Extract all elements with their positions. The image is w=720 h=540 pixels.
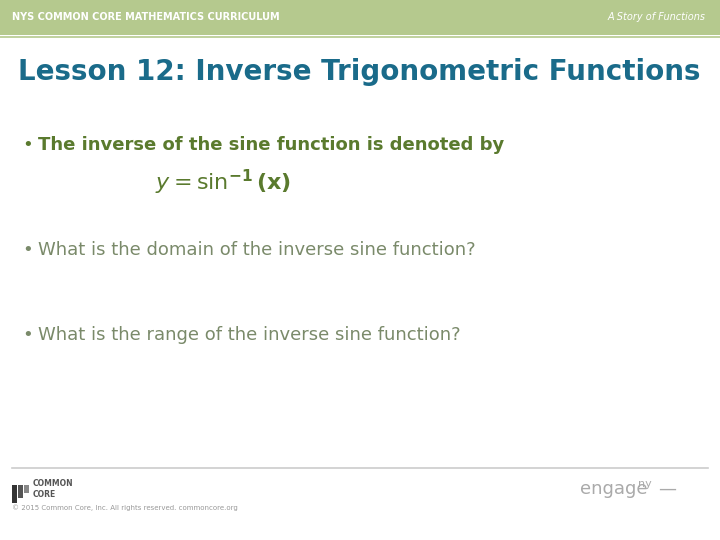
Text: •: • [22, 136, 32, 154]
Text: •: • [22, 241, 32, 259]
Text: A Story of Functions: A Story of Functions [608, 12, 706, 23]
Bar [18, 485, 23, 498]
Text: NYS COMMON CORE MATHEMATICS CURRICULUM: NYS COMMON CORE MATHEMATICS CURRICULUM [12, 12, 279, 23]
Text: © 2015 Common Core, Inc. All rights reserved. commoncore.org: © 2015 Common Core, Inc. All rights rese… [12, 505, 238, 511]
Text: engage: engage [580, 480, 647, 498]
Text: What is the domain of the inverse sine function?: What is the domain of the inverse sine f… [38, 241, 476, 259]
Bar [12, 485, 17, 503]
Text: The inverse of the sine function is denoted by: The inverse of the sine function is deno… [38, 136, 504, 154]
Bar [0, 0, 720, 35]
Text: What is the range of the inverse sine function?: What is the range of the inverse sine fu… [38, 326, 461, 344]
Text: $y = \mathbf{\sin^{-1}(x)}$: $y = \mathbf{\sin^{-1}(x)}$ [155, 167, 291, 197]
Text: COMMON
CORE: COMMON CORE [33, 479, 73, 499]
Text: Lesson 12: Inverse Trigonometric Functions: Lesson 12: Inverse Trigonometric Functio… [18, 58, 701, 86]
Text: —: — [658, 480, 676, 498]
Bar [24, 485, 29, 493]
Text: ny: ny [638, 479, 652, 489]
Text: •: • [22, 326, 32, 344]
